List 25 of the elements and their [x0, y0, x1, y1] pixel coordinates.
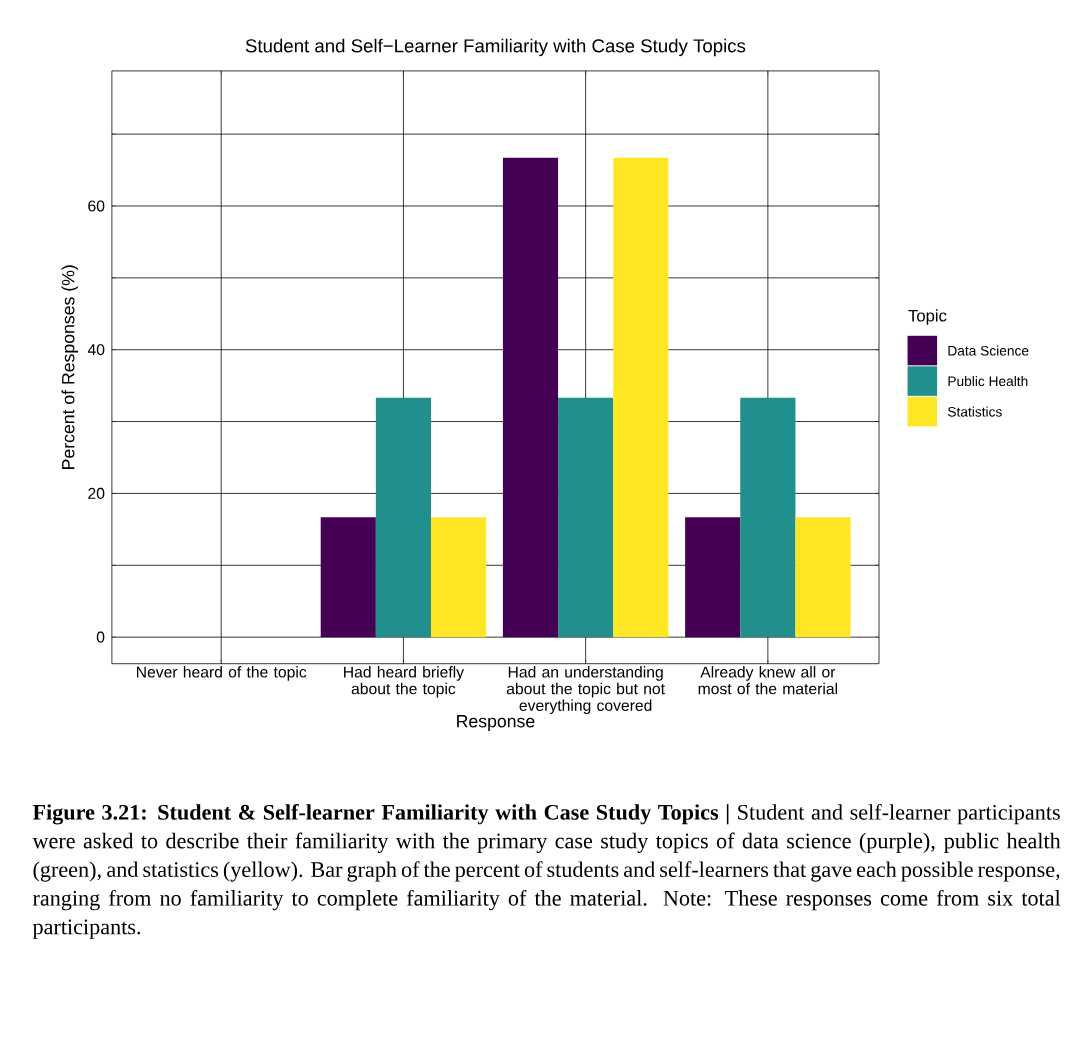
- x-tick-label: Already knew all or most of the material: [698, 666, 838, 695]
- bar: [558, 397, 614, 638]
- bar: [740, 397, 796, 638]
- bar: [320, 517, 376, 638]
- x-tick-label: Never heard of the topic: [136, 666, 307, 681]
- chart-title: Student and Self−Learner Familiarity with Case Study Topics: [245, 38, 746, 57]
- y-tick-label: 60: [88, 200, 105, 212]
- y-tick-label: 40: [87, 344, 105, 356]
- legend-label: Public Health: [948, 376, 1028, 387]
- bar: [375, 397, 431, 638]
- bar: [502, 157, 559, 638]
- bar: [795, 517, 851, 638]
- x-tick-label: Had an understanding about the topic but not everything covered: [506, 666, 665, 715]
- legend-label: Statistics: [947, 406, 1002, 417]
- x-tick-label: Had heard briefly about the topic: [344, 666, 464, 698]
- y-tick-label: 0: [96, 631, 105, 643]
- bar: [613, 157, 669, 638]
- legend-title: Topic: [908, 309, 947, 325]
- bar: [431, 517, 487, 638]
- legend-label: Data Science: [948, 345, 1029, 356]
- x-axis-title: Response: [457, 715, 535, 731]
- y-axis-title: Percent of Responses (%): [61, 265, 78, 470]
- text: Figure 3.21: Student & Self-learner Familiarity with Case Study Topics | Student and self-learner participants were asked to describe their familiarity with the primary case study topics of data science (purple), public health (green), and statistics (yellow). Bar graph of the percent of students and self-learners that gave each possible response, ranging from no familiarity to complete familiarity of the material. Note: These responses come from six total participants.: [32, 804, 1061, 939]
- bar: [685, 517, 741, 638]
- y-tick-label: 20: [88, 487, 105, 500]
